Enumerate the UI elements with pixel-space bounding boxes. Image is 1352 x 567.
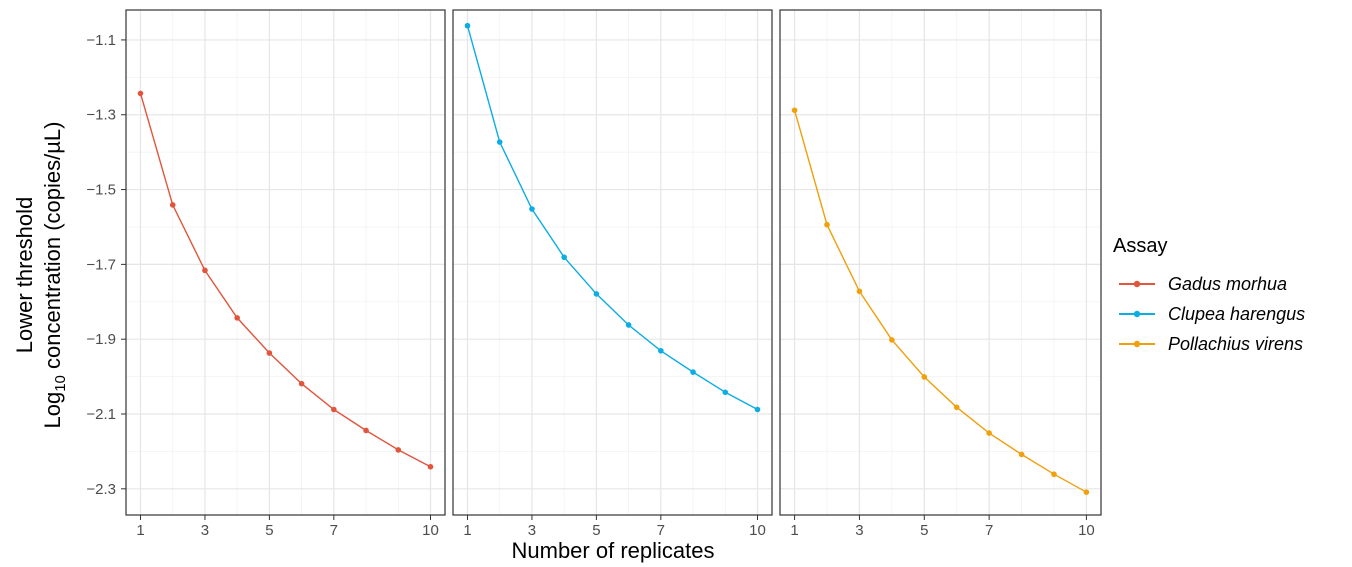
series-line <box>139 93 431 468</box>
x-tick-label: 1 <box>790 522 798 539</box>
x-tick-label: 5 <box>592 522 600 539</box>
data-point <box>427 463 434 470</box>
x-tick-label: 3 <box>201 522 209 539</box>
legend: Assay Gadus morhua Clupea harengus Pollach… <box>1113 235 1305 354</box>
legend-key-point <box>1133 340 1141 348</box>
data-point <box>1083 489 1090 495</box>
legend-key-point <box>1133 310 1141 318</box>
data-point <box>298 380 305 387</box>
series-line <box>466 25 758 411</box>
data-point <box>921 374 928 380</box>
legend-item: Clupea harengus <box>1119 304 1305 324</box>
data-point <box>266 350 273 356</box>
y-tick-label: −2.1 <box>86 406 116 423</box>
y-tick-label: −1.3 <box>86 107 116 124</box>
y-tick-label: −1.7 <box>86 256 116 273</box>
x-tick-label: 7 <box>330 522 338 539</box>
series-line <box>793 110 1087 493</box>
y-tick-label: −1.5 <box>86 182 116 199</box>
data-point <box>889 337 895 343</box>
panel-border <box>452 9 773 516</box>
data-point <box>856 288 863 295</box>
y-tick-label: −1.9 <box>86 331 116 348</box>
facet-panels <box>125 9 1102 516</box>
x-tick-label: 3 <box>855 522 863 539</box>
x-axis-title: Number of replicates <box>512 538 715 563</box>
y-axis-title: Lower threshold Log10 concentration (cop… <box>12 122 69 429</box>
y-axis-title-subscript: 10 <box>52 375 69 392</box>
data-point <box>754 406 761 413</box>
x-tick-label: 7 <box>657 522 665 539</box>
x-tick-label: 10 <box>422 522 439 539</box>
legend-label: Clupea harengus <box>1168 304 1305 324</box>
legend-item: Gadus morhua <box>1119 274 1287 294</box>
y-axis-title-unit: concentration (copies/µL) <box>40 122 65 376</box>
y-axis-title-line1: Lower threshold <box>12 197 37 354</box>
data-point <box>363 427 369 434</box>
x-tick-label: 10 <box>749 522 766 539</box>
data-point <box>561 254 567 261</box>
x-tick-label: 1 <box>136 522 144 539</box>
x-tick-label: 7 <box>985 522 993 539</box>
data-point <box>625 322 632 328</box>
panel-border <box>125 9 446 516</box>
data-point <box>395 447 402 453</box>
y-axis-title-line2: Log10 concentration (copies/µL) <box>40 122 69 429</box>
legend-title: Assay <box>1113 235 1167 257</box>
legend-key-point <box>1133 280 1141 288</box>
data-point <box>986 430 992 436</box>
data-point <box>791 107 798 114</box>
data-point <box>593 291 600 297</box>
y-axis-ticks: −1.1 −1.3 −1.5 −1.7 −1.9 −2.1 −2.3 <box>86 32 126 498</box>
data-point <box>202 267 208 274</box>
facet-panel <box>125 9 446 516</box>
x-tick-label: 3 <box>528 522 536 539</box>
data-point <box>234 315 240 321</box>
y-tick-label: −1.1 <box>86 32 116 49</box>
data-point <box>464 22 471 29</box>
data-point <box>824 221 830 228</box>
data-point <box>658 347 664 354</box>
data-point <box>496 139 503 145</box>
data-point <box>169 202 176 208</box>
x-tick-label: 1 <box>463 522 471 539</box>
facet-panel <box>779 9 1102 516</box>
data-point <box>690 369 696 375</box>
x-axis-ticks: 1 3 5 7 10 1 3 5 7 10 1 3 5 7 10 <box>136 515 1095 539</box>
x-tick-label: 5 <box>265 522 273 539</box>
y-tick-label: −2.3 <box>86 481 116 498</box>
data-point <box>529 206 535 212</box>
data-point <box>137 90 144 97</box>
legend-label: Pollachius virens <box>1168 334 1303 354</box>
data-point <box>1018 451 1025 458</box>
panel-border <box>779 9 1102 516</box>
facet-panel <box>452 9 773 516</box>
data-point <box>953 404 960 411</box>
data-point <box>722 389 729 396</box>
legend-label: Gadus morhua <box>1168 274 1287 294</box>
x-tick-label: 10 <box>1078 522 1095 539</box>
x-tick-label: 5 <box>920 522 928 539</box>
legend-item: Pollachius virens <box>1119 334 1303 354</box>
y-axis-title-log: Log <box>40 392 65 429</box>
data-point <box>331 406 337 413</box>
data-point <box>1051 471 1057 478</box>
